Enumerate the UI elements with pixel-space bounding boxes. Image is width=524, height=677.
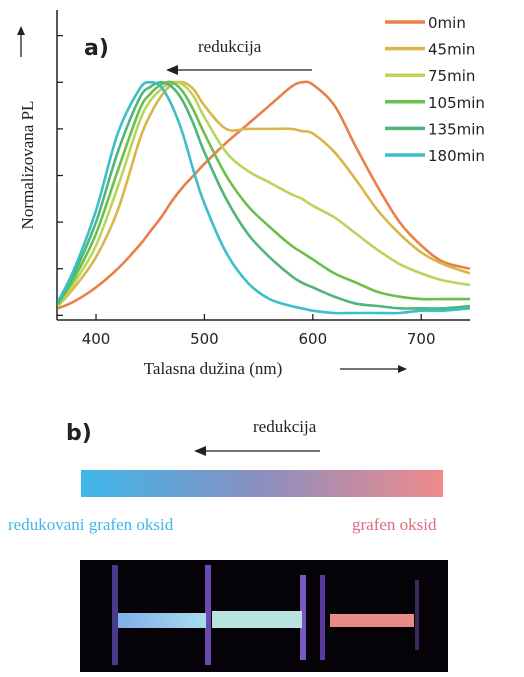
- photo-detail: [212, 611, 302, 628]
- line-series: [57, 80, 470, 310]
- line-series: [57, 80, 470, 307]
- panel-label: b): [66, 421, 92, 446]
- line-series: [57, 80, 470, 310]
- line-series: [57, 80, 470, 305]
- x-tick-label: 700: [407, 330, 436, 348]
- arrow-head: [17, 26, 25, 35]
- photo-detail: [330, 614, 414, 627]
- legend-label: 180min: [428, 147, 485, 165]
- legend-label: 105min: [428, 94, 485, 112]
- x-tick-label: 400: [82, 330, 111, 348]
- line-series: [57, 80, 470, 307]
- arrow-head: [194, 446, 206, 456]
- gradient-bar: [81, 470, 443, 497]
- photo-detail: [118, 613, 206, 628]
- panel-label: a): [84, 36, 109, 61]
- legend-label: 75min: [428, 67, 475, 85]
- arrow-head: [166, 65, 178, 75]
- legend-label: 45min: [428, 41, 475, 59]
- x-tick-label: 600: [299, 330, 328, 348]
- legend-label: 135min: [428, 120, 485, 138]
- photo-detail: [415, 580, 419, 650]
- photo-detail: [112, 565, 118, 665]
- arrow-head: [398, 365, 407, 373]
- photo-detail: [300, 575, 306, 660]
- photo-detail: [205, 565, 211, 665]
- annotation: redukcija: [198, 37, 262, 56]
- line-series: [57, 80, 470, 315]
- legend-label: 0min: [428, 14, 466, 32]
- plot-area: 400 500 600 700: [56, 10, 470, 348]
- annotation: redukcija: [253, 417, 317, 436]
- y-axis-label: Normalizovana PL: [18, 101, 37, 230]
- x-tick-label: 500: [190, 330, 219, 348]
- left-label: redukovani grafen oksid: [8, 515, 174, 534]
- x-axis-label: Talasna dužina (nm): [144, 359, 283, 378]
- right-label: grafen oksid: [352, 515, 437, 534]
- photo-detail: [320, 575, 325, 660]
